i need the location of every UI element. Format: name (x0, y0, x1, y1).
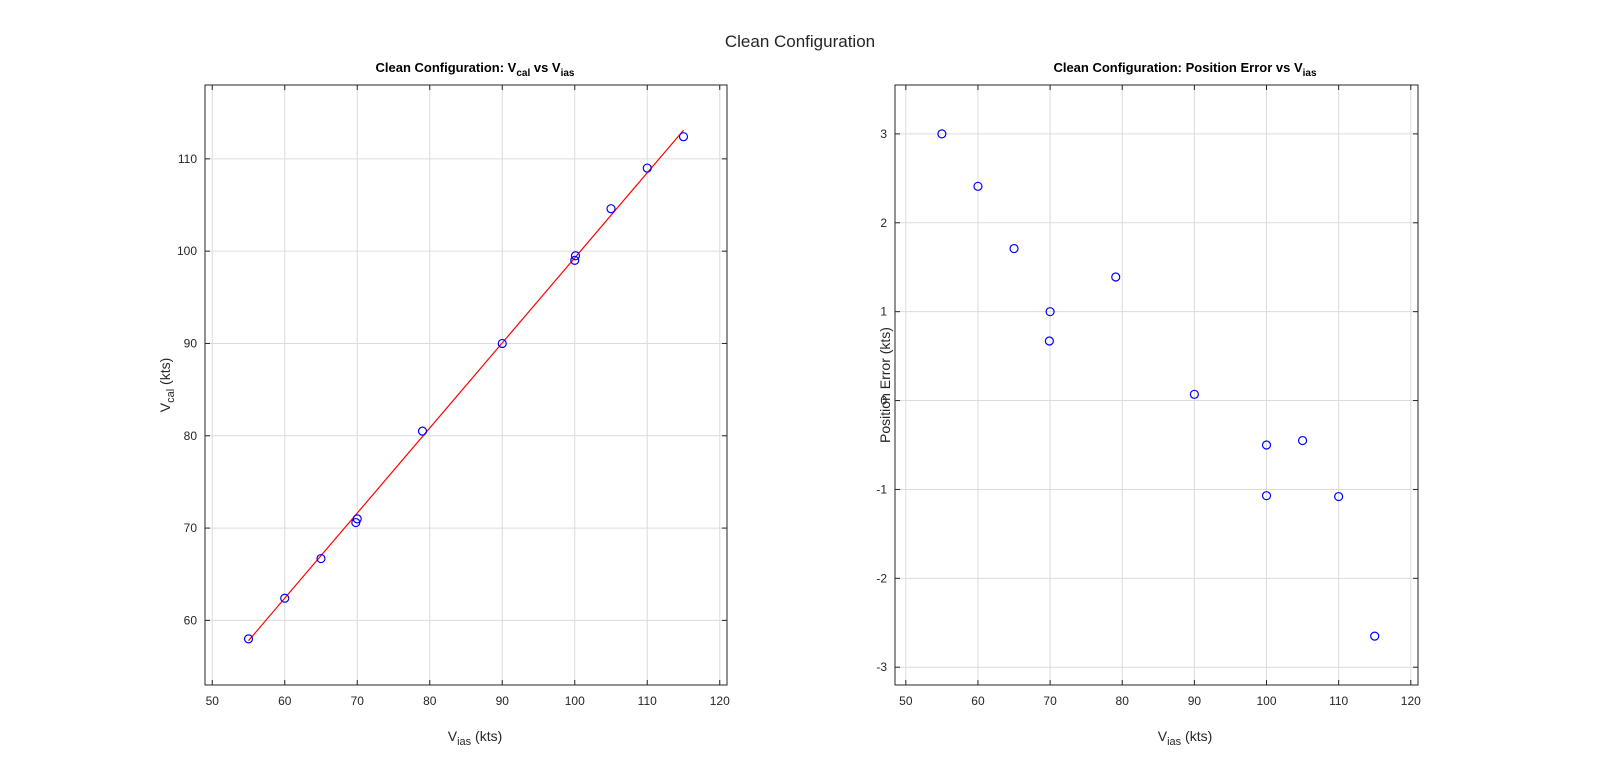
left-data-point (352, 514, 362, 524)
left-x-tick-label: 90 (496, 694, 510, 708)
left-data-point (316, 553, 326, 564)
right-data-point (1045, 307, 1055, 317)
right-y-tick-label: -3 (876, 660, 887, 674)
right-x-axis-label: Vias (kts) (1158, 728, 1213, 748)
left-y-tick-label: 60 (184, 613, 198, 627)
right-x-tick-label: 80 (1116, 694, 1130, 708)
left-y-axis-label: Vcal (kts) (157, 358, 177, 413)
left-plot: Clean Configuration: Vcal vs Vias Vias (… (157, 60, 730, 748)
left-data-point (280, 593, 290, 603)
right-data-point (1189, 389, 1199, 399)
left-x-tick-label: 80 (423, 694, 437, 708)
right-axes-frame (894, 84, 1419, 686)
left-data-point (570, 255, 580, 265)
right-y-tick-label: -2 (876, 571, 887, 585)
right-data-point (1044, 336, 1054, 346)
left-y-tick-label: 70 (184, 521, 198, 535)
left-fit-line (248, 129, 684, 642)
right-plot: Clean Configuration: Position Error vs V… (876, 60, 1421, 748)
left-x-tick-label: 110 (638, 694, 657, 708)
right-x-tick-label: 70 (1043, 694, 1057, 708)
left-data-point (678, 132, 689, 142)
figure-title: Clean Configuration (725, 32, 875, 51)
left-y-tick-label: 80 (184, 429, 198, 443)
right-x-tick-label: 120 (1401, 694, 1421, 708)
right-data-point (1297, 435, 1308, 446)
left-x-tick-label: 120 (710, 694, 730, 708)
right-y-tick-label: 3 (880, 127, 887, 141)
right-data-point (1370, 631, 1380, 641)
left-data-point (642, 163, 652, 173)
right-y-tick-label: 2 (880, 216, 887, 230)
right-y-tick-label: 0 (880, 394, 887, 408)
right-data-point (1261, 440, 1272, 450)
left-data-point (606, 204, 616, 214)
right-y-tick-label: 1 (880, 305, 887, 319)
right-plot-area: 50 60 70 80 90 100 110 120 -3 -2 -1 0 1 2 3 (876, 84, 1421, 708)
left-x-tick-label: 50 (206, 694, 220, 708)
right-x-tick-label: 90 (1188, 694, 1202, 708)
right-data-point (1009, 243, 1019, 254)
left-y-tick-label: 110 (178, 152, 197, 166)
right-data-point (1111, 272, 1121, 282)
left-x-tick-label: 100 (565, 694, 585, 708)
right-data-point (973, 181, 983, 191)
right-data-point (937, 129, 947, 139)
left-data-point (417, 426, 428, 436)
left-y-tick-label: 90 (184, 336, 198, 350)
left-plot-title: Clean Configuration: Vcal vs Vias (375, 60, 574, 79)
left-data-point (243, 634, 254, 644)
left-x-axis-label: Vias (kts) (448, 728, 503, 748)
right-plot-title: Clean Configuration: Position Error vs V… (1053, 60, 1317, 79)
left-x-tick-label: 60 (278, 694, 292, 708)
left-data-point (570, 251, 581, 261)
left-y-tick-label: 100 (177, 244, 197, 258)
right-x-tick-label: 100 (1256, 694, 1276, 708)
right-data-point (1334, 491, 1344, 502)
right-data-point (1261, 491, 1272, 501)
right-x-tick-label: 60 (971, 694, 985, 708)
right-y-axis-label: Position Error (kts) (877, 327, 893, 443)
left-axes-frame (204, 84, 728, 686)
right-x-tick-label: 110 (1329, 694, 1348, 708)
left-plot-area: 50 60 70 80 90 100 110 120 60 70 80 90 100 110 (177, 84, 730, 708)
right-y-tick-label: -1 (876, 482, 887, 496)
left-x-tick-label: 70 (351, 694, 365, 708)
left-data-point (497, 338, 507, 349)
right-x-tick-label: 50 (899, 694, 913, 708)
